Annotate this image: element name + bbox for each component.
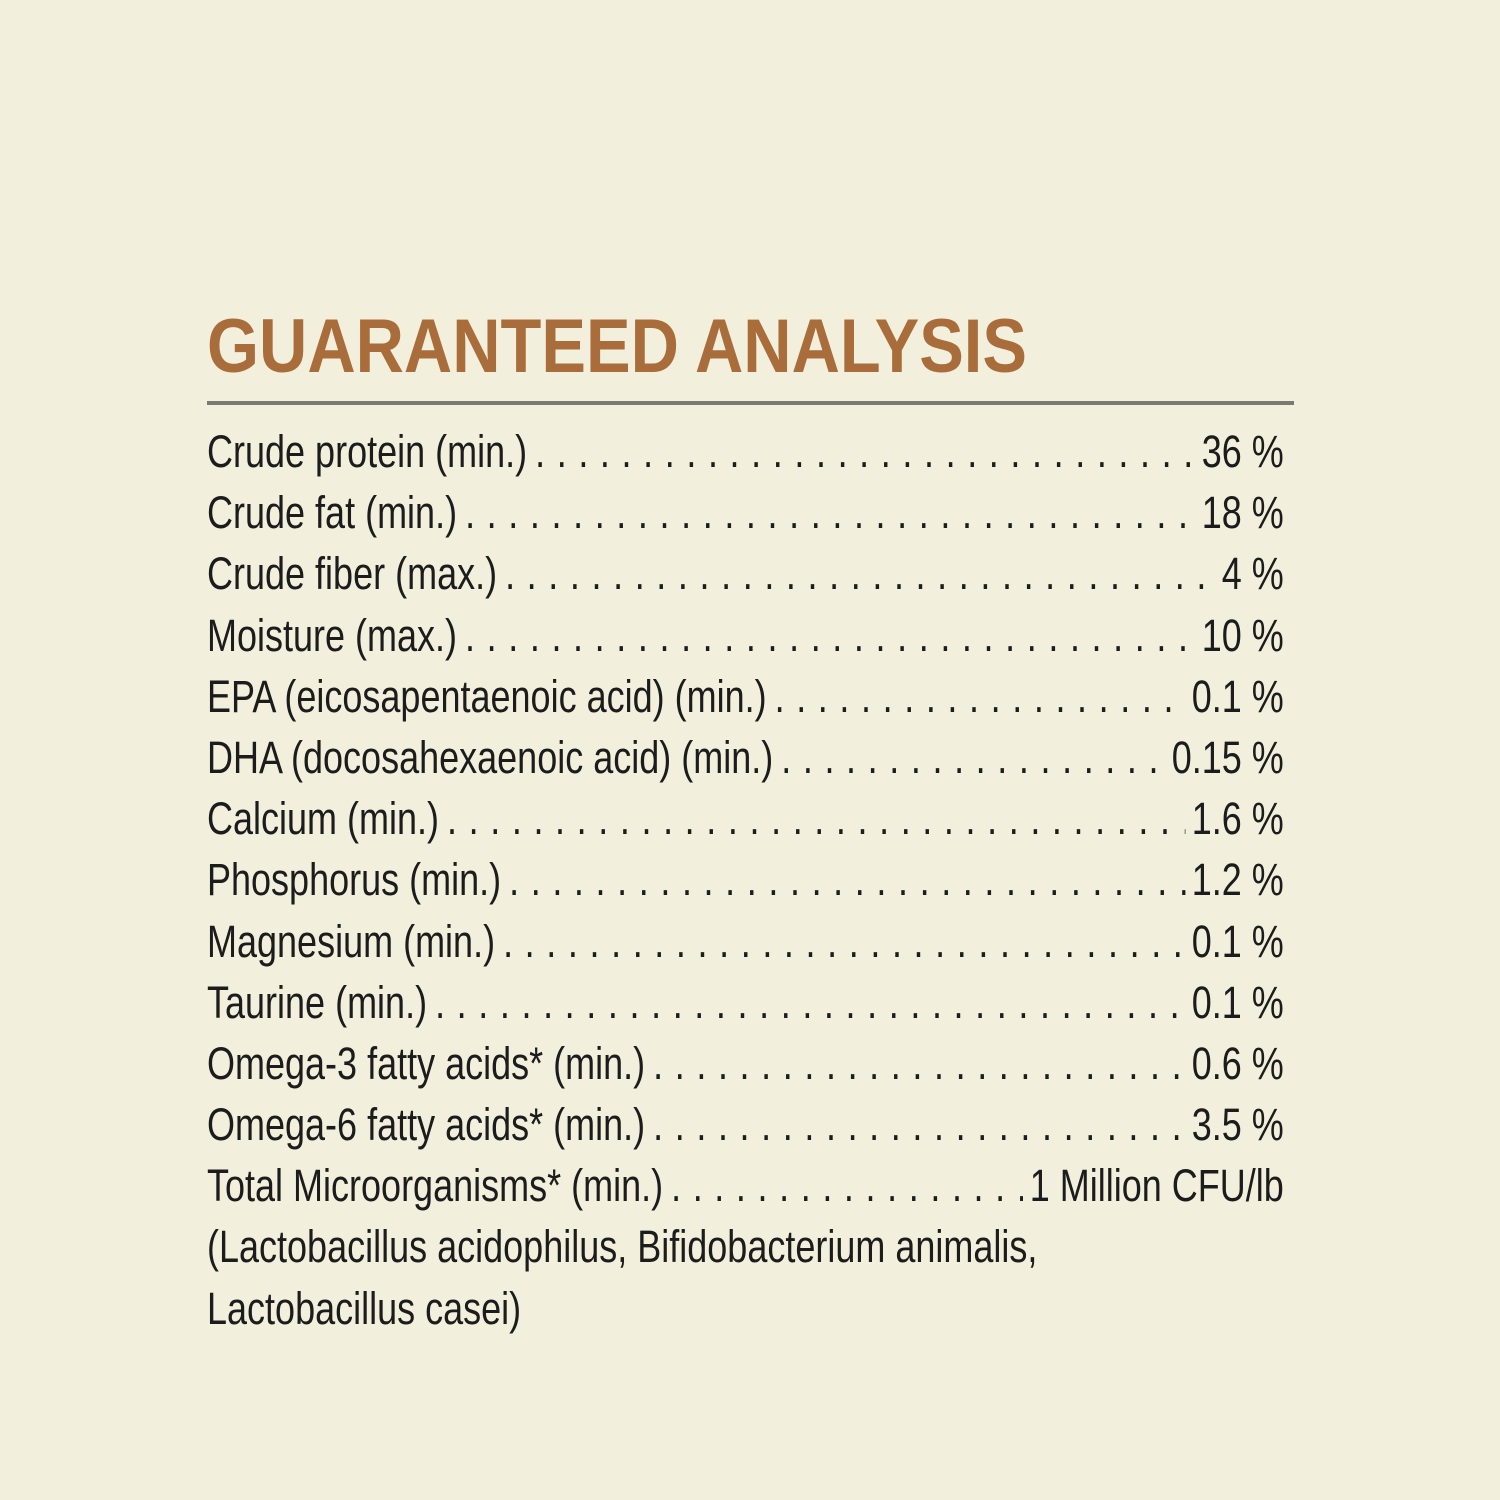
nutrient-label: Moisture (max.) <box>207 609 458 661</box>
nutrient-value: 4 % <box>1221 548 1284 600</box>
dot-leader <box>535 421 1195 482</box>
dot-leader <box>465 605 1195 666</box>
nutrient-label: Omega-3 fatty acids* (min.) <box>207 1037 646 1089</box>
analysis-row: Magnesium (min.) 0.1 % <box>207 911 1284 972</box>
nutrient-value: 36 % <box>1201 426 1284 477</box>
nutrient-value: 18 % <box>1201 487 1284 539</box>
nutrient-value: 3.5 % <box>1191 1099 1284 1151</box>
nutrient-label: Crude fat (min.) <box>207 487 458 539</box>
dot-leader <box>447 788 1185 849</box>
title-divider <box>207 401 1294 405</box>
nutrient-label: Omega-6 fatty acids* (min.) <box>207 1099 646 1151</box>
nutrient-label: EPA (eicosapentaenoic acid) (min.) <box>207 670 767 722</box>
dot-leader <box>465 482 1195 543</box>
analysis-row: Moisture (max.) 10 % <box>207 605 1284 666</box>
analysis-row: Crude fiber (max.) 4 % <box>207 543 1284 604</box>
analysis-row: Crude fat (min.) 18 % <box>207 482 1284 543</box>
dot-leader <box>653 1033 1185 1094</box>
page-title: GUARANTEED ANALYSIS <box>207 304 1028 389</box>
dot-leader <box>775 666 1186 727</box>
dot-leader <box>781 727 1165 788</box>
analysis-row: Taurine (min.) 0.1 % <box>207 972 1284 1033</box>
nutrient-value: 0.1 % <box>1191 915 1284 967</box>
dot-leader <box>509 849 1185 910</box>
nutrient-value: 1 Million CFU/lb <box>1029 1160 1284 1212</box>
nutrient-value: 0.1 % <box>1191 976 1284 1028</box>
analysis-row: Calcium (min.) 1.6 % <box>207 788 1284 849</box>
analysis-list: Crude protein (min.)36 %Crude fat (min.)… <box>207 421 1284 1339</box>
nutrient-label: Crude fiber (max.) <box>207 548 498 600</box>
analysis-row: Crude protein (min.) 36 % <box>207 421 1284 482</box>
analysis-row: Omega-6 fatty acids* (min.) 3.5 % <box>207 1094 1284 1155</box>
analysis-row: EPA (eicosapentaenoic acid) (min.) 0.1 % <box>207 666 1284 727</box>
dot-leader <box>435 972 1185 1033</box>
nutrient-label: Magnesium (min.) <box>207 915 496 967</box>
dot-leader <box>653 1094 1185 1155</box>
dot-leader <box>671 1155 1023 1216</box>
nutrient-label: Crude protein (min.) <box>207 426 528 477</box>
nutrient-label: DHA (docosahexaenoic acid) (min.) <box>207 731 774 783</box>
nutrient-label: Phosphorus (min.) <box>207 854 502 906</box>
nutrient-value: 1.2 % <box>1191 854 1284 906</box>
nutrient-value: 0.15 % <box>1171 731 1284 783</box>
microorganism-note: Lactobacillus casei) <box>207 1282 522 1334</box>
analysis-row: DHA (docosahexaenoic acid) (min.) 0.15 % <box>207 727 1284 788</box>
dot-leader <box>503 911 1185 972</box>
nutrient-value: 0.1 % <box>1191 670 1284 722</box>
nutrient-label: Calcium (min.) <box>207 793 440 845</box>
nutrient-label: Taurine (min.) <box>207 976 428 1028</box>
dot-leader <box>505 543 1215 604</box>
nutrient-value: 0.6 % <box>1191 1037 1284 1089</box>
analysis-row: Omega-3 fatty acids* (min.) 0.6 % <box>207 1033 1284 1094</box>
analysis-row: Total Microorganisms* (min.) 1 Million CF… <box>207 1155 1284 1216</box>
nutrient-label: Total Microorganisms* (min.) <box>207 1160 664 1212</box>
analysis-row: Phosphorus (min.) 1.2 % <box>207 849 1284 910</box>
nutrient-value: 1.6 % <box>1191 793 1284 845</box>
microorganism-note: (Lactobacillus acidophilus, Bifidobacter… <box>207 1221 1038 1273</box>
nutrient-value: 10 % <box>1201 609 1284 661</box>
